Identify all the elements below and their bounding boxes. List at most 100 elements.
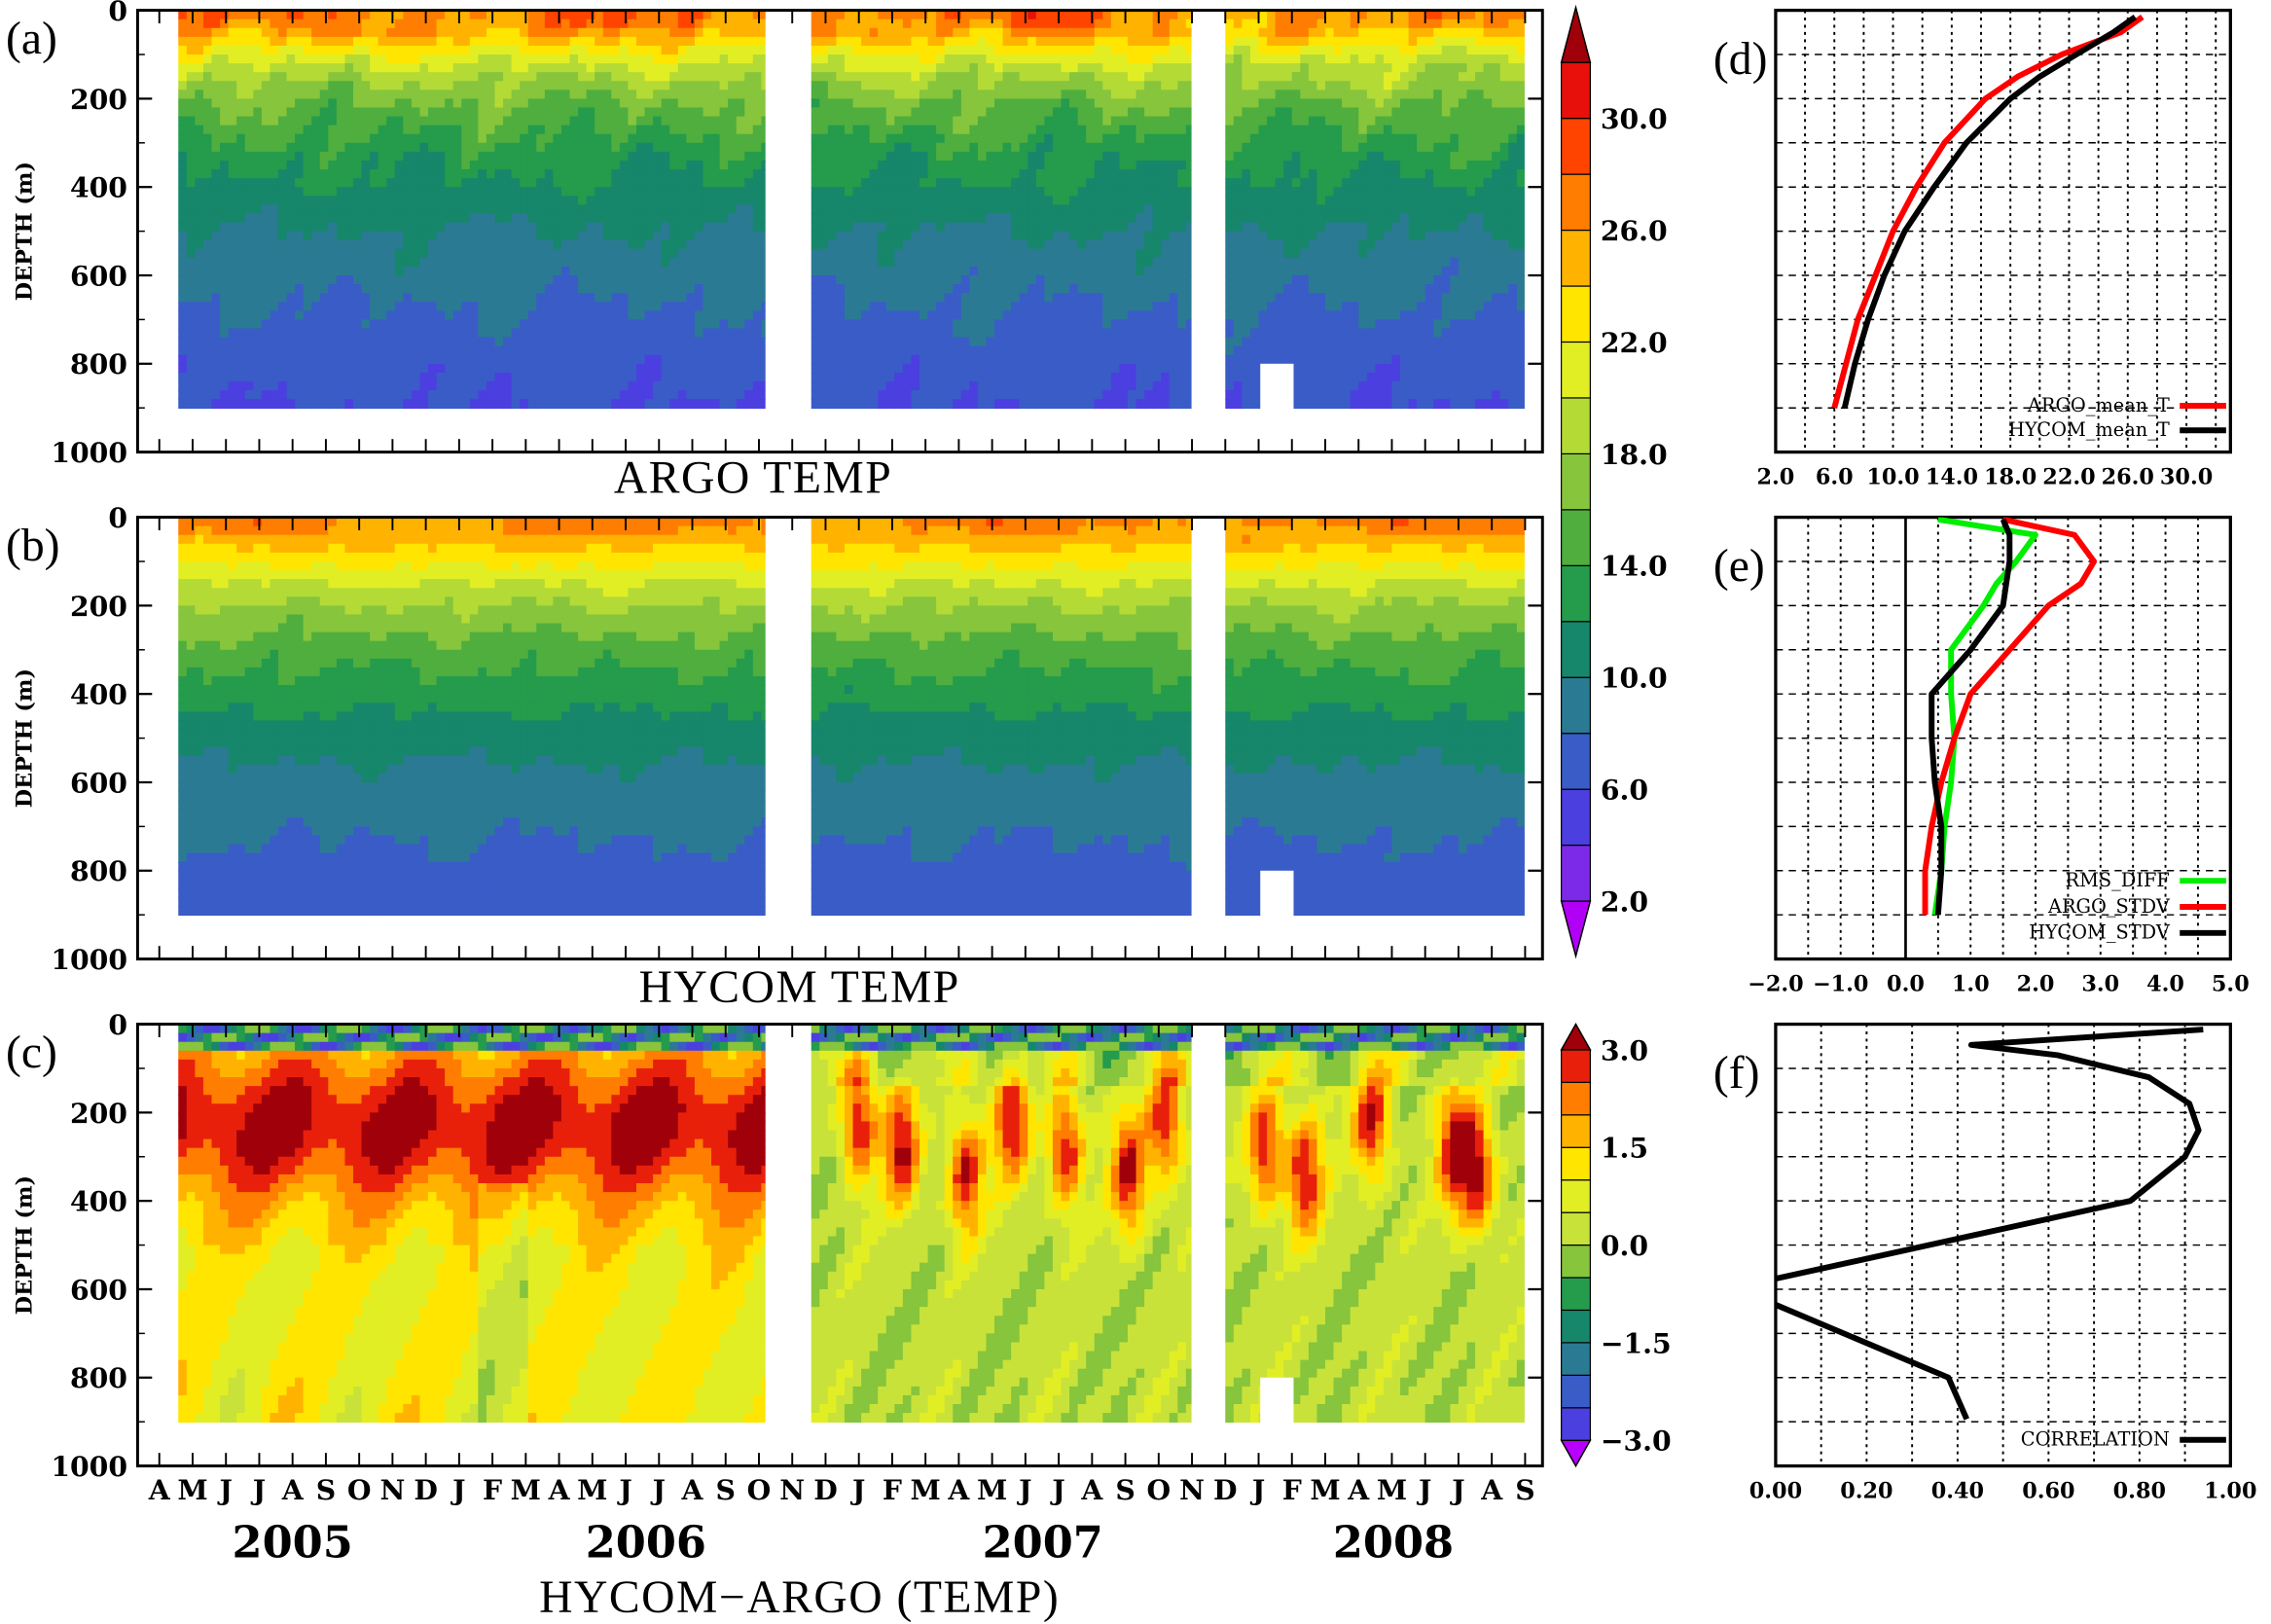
- field-cell: [1086, 232, 1095, 241]
- field-cell: [662, 275, 670, 285]
- field-cell: [570, 275, 579, 285]
- field-cell: [1119, 161, 1128, 170]
- field-cell: [994, 390, 1003, 400]
- field-cell: [512, 267, 521, 276]
- field-cell: [328, 126, 337, 135]
- field-cell: [811, 346, 820, 356]
- field-cell: [936, 28, 945, 38]
- field-cell: [845, 204, 853, 214]
- field-cell: [620, 204, 629, 214]
- field-cell: [578, 338, 587, 347]
- field-cell: [1086, 28, 1095, 38]
- field-cell: [270, 204, 278, 214]
- field-cell: [1011, 240, 1020, 250]
- field-cell: [245, 275, 254, 285]
- field-cell: [653, 390, 662, 400]
- field-cell: [503, 275, 512, 285]
- field-cell: [545, 54, 554, 64]
- field-cell: [328, 390, 337, 400]
- field-cell: [711, 134, 720, 144]
- field-cell: [412, 134, 420, 144]
- field-cell: [1020, 346, 1028, 356]
- field-cell: [686, 240, 695, 250]
- field-cell: [353, 232, 362, 241]
- field-cell: [1003, 28, 1012, 38]
- field-cell: [362, 37, 371, 47]
- field-cell: [1027, 90, 1036, 99]
- field-cell: [853, 373, 862, 382]
- field-cell: [703, 90, 711, 99]
- field-cell: [395, 169, 404, 179]
- field-cell: [370, 232, 378, 241]
- field-cell: [470, 310, 479, 320]
- field-cell: [1078, 249, 1087, 259]
- field-cell: [861, 117, 870, 126]
- field-cell: [470, 134, 479, 144]
- field-cell: [403, 284, 412, 294]
- field-cell: [304, 204, 312, 214]
- field-cell: [311, 161, 320, 170]
- field-cell: [536, 338, 545, 347]
- field-cell: [1128, 302, 1136, 311]
- field-cell: [828, 232, 837, 241]
- field-cell: [1053, 275, 1062, 285]
- field-cell: [445, 28, 453, 38]
- field-cell: [220, 258, 229, 268]
- field-cell: [853, 117, 862, 126]
- field-cell: [528, 213, 537, 223]
- field-cell: [662, 364, 670, 374]
- field-cell: [1036, 72, 1045, 82]
- field-cell: [628, 328, 636, 338]
- field-cell: [945, 284, 954, 294]
- field-cell: [494, 126, 503, 135]
- field-cell: [1003, 90, 1012, 99]
- field-cell: [445, 37, 453, 47]
- field-cell: [911, 126, 919, 135]
- field-cell: [811, 63, 820, 73]
- field-cell: [503, 328, 512, 338]
- field-cell: [945, 240, 954, 250]
- field-cell: [595, 107, 603, 117]
- field-cell: [478, 293, 487, 303]
- field-cell: [1011, 213, 1020, 223]
- field-cell: [886, 399, 895, 409]
- field-cell: [245, 267, 254, 276]
- field-cell: [720, 54, 729, 64]
- field-cell: [919, 258, 928, 268]
- field-cell: [761, 19, 765, 29]
- field-cell: [845, 240, 853, 250]
- field-cell: [187, 152, 196, 162]
- field-cell: [845, 249, 853, 259]
- field-cell: [337, 187, 345, 197]
- field-cell: [419, 275, 428, 285]
- field-cell: [229, 249, 237, 259]
- field-cell: [928, 117, 937, 126]
- field-cell: [1102, 328, 1111, 338]
- field-cell: [611, 373, 620, 382]
- field-cell: [1111, 196, 1120, 205]
- field-cell: [936, 338, 945, 347]
- field-cell: [536, 196, 545, 205]
- field-cell: [570, 338, 579, 347]
- field-cell: [328, 107, 337, 117]
- field-cell: [453, 249, 462, 259]
- field-cell: [1069, 240, 1078, 250]
- field-cell: [453, 126, 462, 135]
- field-cell: [1119, 284, 1128, 294]
- field-cell: [870, 152, 879, 162]
- field-cell: [203, 28, 212, 38]
- field-cell: [969, 399, 978, 409]
- field-cell: [653, 284, 662, 294]
- field-cell: [961, 37, 970, 47]
- field-cell: [503, 134, 512, 144]
- field-cell: [695, 381, 703, 391]
- field-cell: [1062, 293, 1070, 303]
- field-cell: [1027, 284, 1036, 294]
- field-cell: [370, 223, 378, 233]
- field-cell: [520, 338, 528, 347]
- field-cell: [636, 249, 645, 259]
- field-cell: [945, 223, 954, 233]
- field-cell: [536, 90, 545, 99]
- field-cell: [453, 338, 462, 347]
